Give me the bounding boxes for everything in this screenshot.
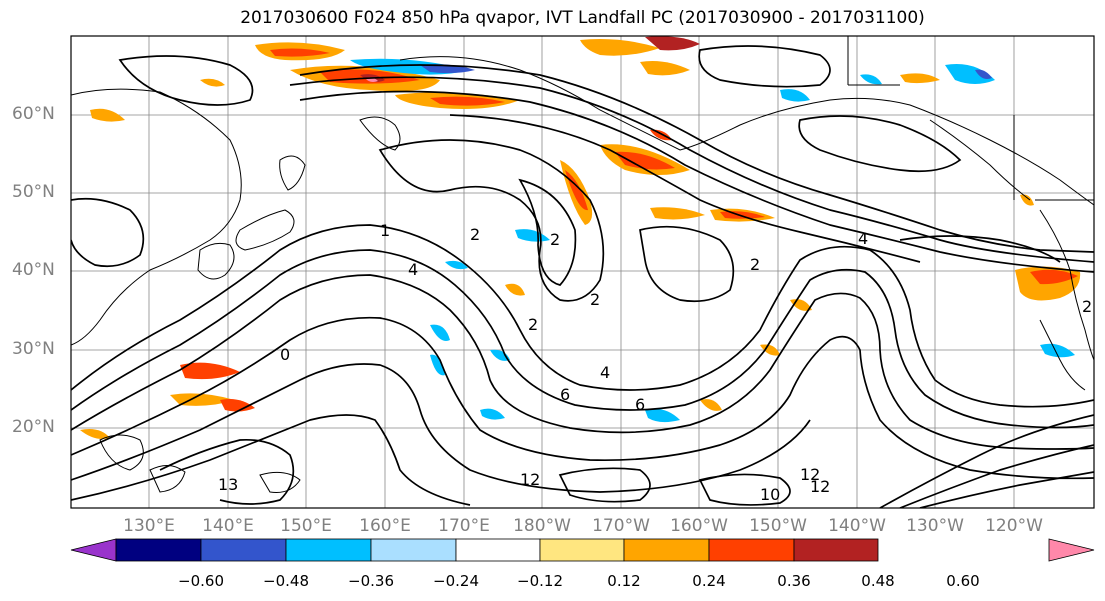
contour-label: 6: [560, 385, 570, 404]
contour-label: 2: [470, 225, 480, 244]
lat-label-40n: 40°N: [12, 260, 55, 280]
lon-label-160w: 160°W: [670, 516, 728, 536]
lon-label-180w: 180°W: [513, 516, 571, 536]
contour-label: 2: [1082, 297, 1092, 316]
lat-label-50n: 50°N: [12, 182, 55, 202]
contour-label: 13: [218, 475, 238, 494]
colorbar-segment: [455, 538, 541, 562]
contour-label: 10: [760, 485, 780, 504]
lon-label-170w: 170°W: [592, 516, 650, 536]
contour-label: 2: [550, 230, 560, 249]
colorbar-segment: [200, 538, 287, 562]
contour-label: 12: [800, 465, 820, 484]
colorbar-tick-label: 0.48: [861, 572, 895, 590]
figure-title: 2017030600 F024 850 hPa qvapor, IVT Land…: [240, 8, 925, 28]
contour-label: 1: [380, 221, 390, 240]
contour-label: 6: [635, 395, 645, 414]
colorbar-extend-max: [1048, 538, 1095, 562]
contour-label: 12: [520, 470, 540, 489]
colorbar-tick-label: −0.48: [263, 572, 309, 590]
colorbar-tick-label: 0.24: [692, 572, 726, 590]
contour-label: 2: [590, 290, 600, 309]
lon-label-160e: 160°E: [359, 516, 411, 536]
colorbar-segment: [623, 538, 710, 562]
ivt-contours: [71, 45, 1094, 508]
colorbar-segment: [539, 538, 625, 562]
contour-label: 4: [858, 229, 868, 248]
lon-label-140e: 140°E: [202, 516, 254, 536]
lon-label-130e: 130°E: [123, 516, 175, 536]
lon-label-130w: 130°W: [906, 516, 964, 536]
colorbar-tick-label: −0.24: [433, 572, 479, 590]
colorbar-tick-label: 0.12: [607, 572, 641, 590]
lat-label-20n: 20°N: [12, 417, 55, 437]
colorbar-segment: [115, 538, 202, 562]
colorbar-tick-label: −0.36: [348, 572, 394, 590]
lon-label-170e: 170°E: [438, 516, 490, 536]
contour-label: 2: [750, 255, 760, 274]
colorbar-segment: [708, 538, 795, 562]
colorbar-segment: [370, 538, 457, 562]
colorbar-segment: [793, 538, 879, 562]
contour-label: 0: [280, 345, 290, 364]
coastlines: [71, 36, 1094, 493]
lon-label-150w: 150°W: [749, 516, 807, 536]
colorbar-tick-label: 0.36: [777, 572, 811, 590]
contour-label: 12: [810, 477, 830, 496]
lat-label-60n: 60°N: [12, 104, 55, 124]
contour-label: 4: [408, 260, 418, 279]
colorbar-segment: [285, 538, 372, 562]
colorbar: [70, 538, 1095, 562]
lon-label-150e: 150°E: [280, 516, 332, 536]
colorbar-tick-label: −0.12: [517, 572, 563, 590]
lon-label-140w: 140°W: [828, 516, 886, 536]
contour-label: 4: [600, 363, 610, 382]
contour-label: 2: [528, 315, 538, 334]
colorbar-tick-label: −0.60: [178, 572, 224, 590]
colorbar-extend-min: [70, 538, 117, 562]
map-frame: [70, 35, 1095, 509]
lat-label-30n: 30°N: [12, 339, 55, 359]
lon-label-120w: 120°W: [985, 516, 1043, 536]
qvapor-fill-patches: [80, 36, 1081, 439]
colorbar-tick-label: 0.60: [946, 572, 980, 590]
